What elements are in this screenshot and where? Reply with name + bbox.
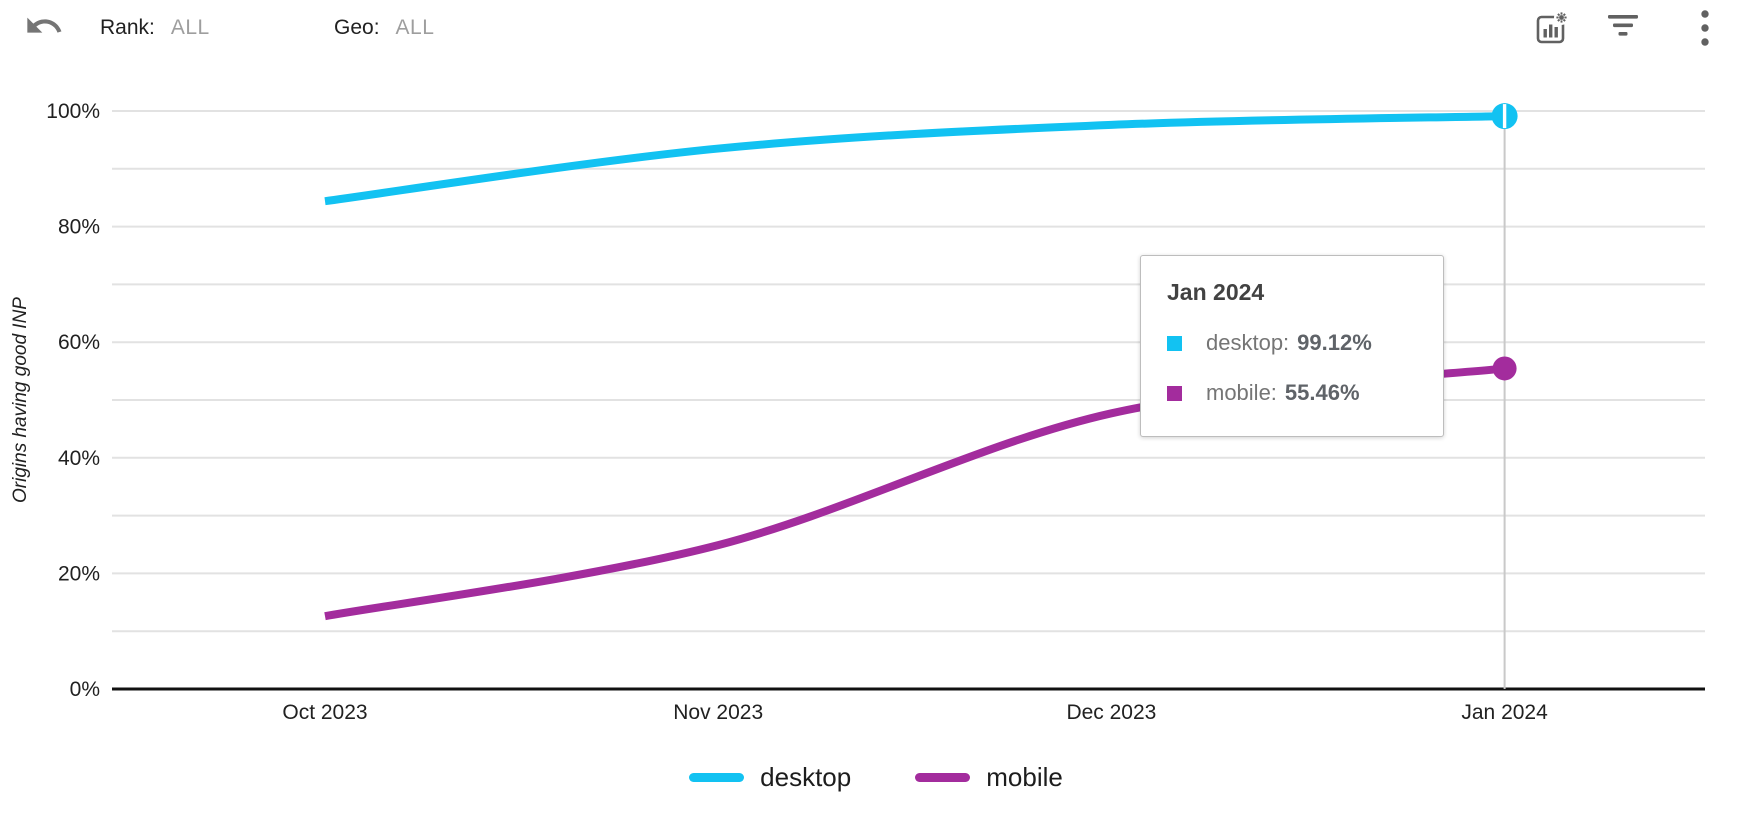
tooltip-desktop-label: desktop:: [1206, 330, 1290, 355]
desktop-swatch-icon: [1167, 335, 1182, 351]
svg-text:Nov 2023: Nov 2023: [673, 701, 763, 724]
toolbar: Rank: ALL Geo: ALL: [0, 0, 1752, 55]
legend-item-desktop[interactable]: desktop: [689, 762, 851, 793]
axis-labels: 0% 20% 40% 60% 80% 100% Oct 2023 Nov 2023 Dec 20…: [46, 100, 1548, 724]
rank-value-dropdown[interactable]: ALL: [170, 15, 210, 39]
tooltip-mobile-label: mobile:: [1206, 380, 1277, 405]
line-chart[interactable]: Origins having good INP 0% 20% 40% 60% 80% 10…: [0, 0, 1752, 745]
more-vertical-icon[interactable]: [1697, 7, 1713, 49]
y-axis-title: Origins having good INP: [10, 297, 31, 503]
geo-label: Geo:: [334, 15, 380, 39]
undo-icon[interactable]: [24, 6, 64, 46]
chart-legend: desktop mobile: [0, 762, 1752, 793]
desktop-legend-swatch-icon: [689, 773, 745, 782]
rank-filter: Rank: ALL: [100, 0, 210, 55]
rank-label: Rank:: [100, 15, 155, 39]
svg-text:100%: 100%: [46, 100, 100, 123]
svg-text:Dec 2023: Dec 2023: [1066, 701, 1156, 724]
mobile-legend-label: mobile: [986, 762, 1063, 792]
chart-tooltip: Jan 2024 desktop: 99.12% mobile: 55.46%: [1140, 255, 1444, 437]
legend-item-mobile[interactable]: mobile: [915, 762, 1063, 793]
geo-value-dropdown[interactable]: ALL: [395, 15, 435, 39]
mobile-legend-swatch-icon: [915, 773, 971, 782]
tooltip-row-desktop: desktop: 99.12%: [1167, 330, 1417, 356]
svg-text:Jan 2024: Jan 2024: [1461, 701, 1548, 724]
svg-text:40%: 40%: [58, 447, 100, 470]
filter-icon[interactable]: [1606, 12, 1640, 42]
tooltip-desktop-value: 99.12%: [1297, 330, 1372, 355]
svg-text:80%: 80%: [58, 216, 100, 239]
desktop-legend-label: desktop: [760, 762, 852, 792]
tooltip-title: Jan 2024: [1167, 279, 1265, 305]
chart-settings-icon[interactable]: [1532, 8, 1570, 46]
svg-text:Oct 2023: Oct 2023: [282, 701, 367, 724]
svg-text:0%: 0%: [70, 678, 100, 701]
data-points: [1491, 103, 1518, 381]
tooltip-mobile-value: 55.46%: [1284, 380, 1360, 405]
mobile-swatch-icon: [1167, 385, 1182, 401]
svg-text:60%: 60%: [58, 331, 100, 354]
svg-text:20%: 20%: [58, 562, 100, 585]
tooltip-row-mobile: mobile: 55.46%: [1167, 380, 1417, 406]
geo-filter: Geo: ALL: [334, 0, 434, 55]
